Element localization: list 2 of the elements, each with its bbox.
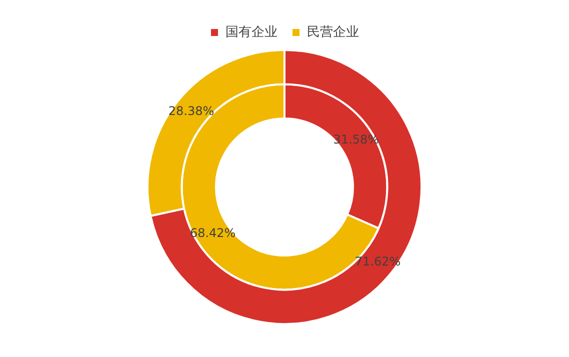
legend-label: 民营企业 <box>307 24 359 40</box>
legend-label: 国有企业 <box>226 24 278 40</box>
